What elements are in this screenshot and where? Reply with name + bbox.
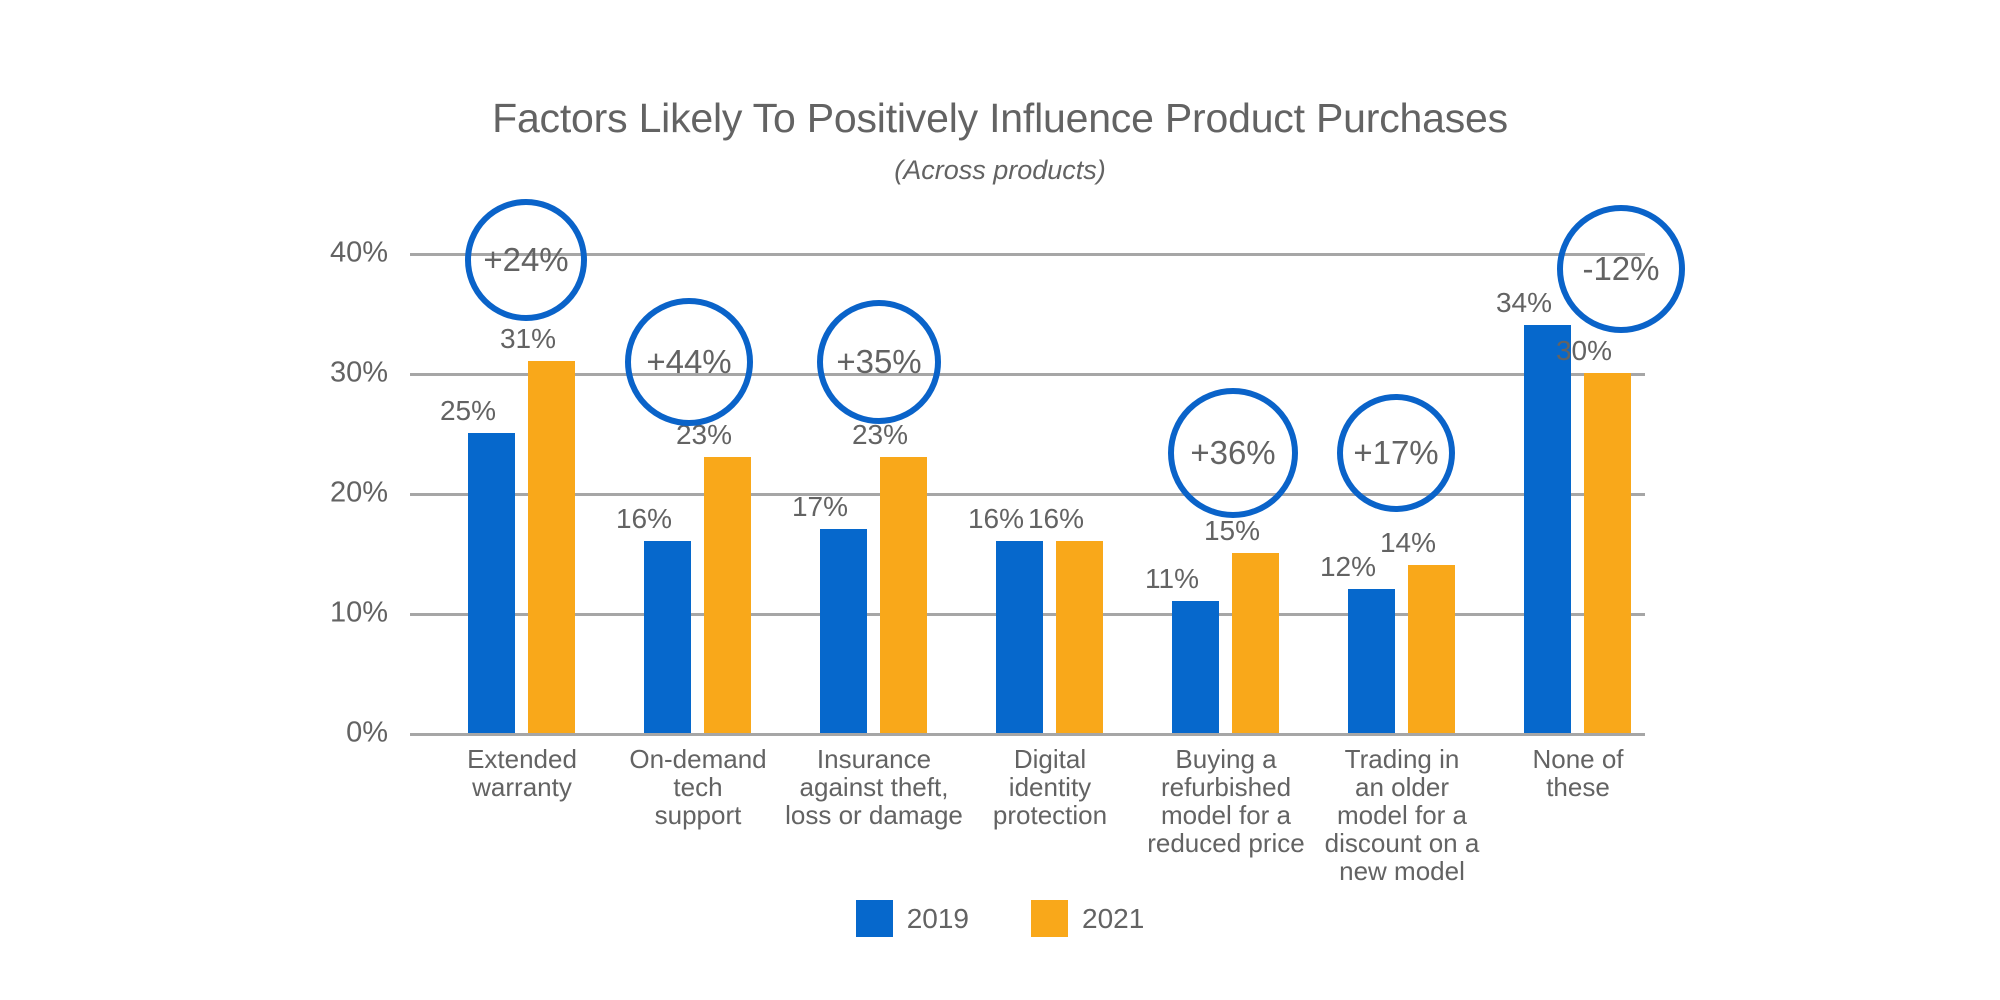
gridline — [410, 373, 1645, 376]
category-label-line: warranty — [472, 772, 572, 802]
bar-2021[interactable] — [528, 361, 575, 733]
bar-2021[interactable] — [1584, 373, 1631, 733]
bar-2021[interactable] — [880, 457, 927, 733]
bar-value-label: 11% — [1145, 563, 1199, 594]
annotation-label: +24% — [483, 241, 569, 278]
category-label-line: Digital — [1013, 744, 1087, 774]
annotation-circle: +17% — [1337, 394, 1455, 512]
bar-2019[interactable] — [996, 541, 1043, 733]
bar-value-label: 14% — [1379, 527, 1437, 558]
category-label-line: protection — [992, 800, 1108, 830]
gridline — [410, 253, 1645, 256]
bar-value-label: 16% — [1027, 503, 1085, 534]
annotation-label: +17% — [1353, 434, 1439, 471]
bar-2021[interactable] — [704, 457, 751, 733]
category-label-line: discount on a — [1324, 828, 1480, 858]
bar-group: 25% 31% — [434, 253, 610, 733]
x-axis-category-label: Extended warranty — [417, 745, 627, 801]
bar-2019[interactable] — [468, 433, 515, 733]
annotation-circle: +24% — [465, 199, 587, 321]
bar-value-label: 25% — [439, 395, 497, 426]
category-label-line: None of — [1532, 744, 1624, 774]
bar-2019[interactable] — [1524, 325, 1571, 733]
bar-value-label: 34% — [1495, 287, 1553, 318]
category-label-line: an older — [1355, 772, 1449, 802]
category-label-line: loss or damage — [785, 800, 963, 830]
bar-value-label: 15% — [1203, 515, 1261, 546]
annotation-circle: +36% — [1168, 388, 1298, 518]
category-label-line: Extended — [467, 744, 577, 774]
bar-group: 17% 23% — [786, 253, 962, 733]
category-label-line: refurbished — [1160, 772, 1292, 802]
bar-group: 16% 16% — [962, 253, 1138, 733]
legend-swatch-2021 — [1031, 900, 1068, 937]
category-label-line: Trading in — [1344, 744, 1460, 774]
bar-value-label: 16% — [615, 503, 673, 534]
bar-value-label: 31% — [499, 323, 557, 354]
legend-item-2021[interactable]: 2021 — [1031, 900, 1144, 937]
bar-group: 11% 15% — [1138, 253, 1314, 733]
legend-label-2021: 2021 — [1082, 902, 1145, 934]
x-axis-category-label: Trading in an older model for a discount on… — [1297, 745, 1507, 885]
bar-value-label: 30% — [1555, 335, 1613, 366]
bar-value-label: 17% — [791, 491, 849, 522]
annotation-label: +35% — [836, 343, 922, 380]
category-label-line: Insurance — [816, 744, 932, 774]
y-axis-tick-label: 20% — [329, 476, 388, 509]
y-axis-tick-label: 40% — [329, 236, 388, 269]
x-axis-category-label: Buying a refurbished model for a reduced pr… — [1121, 745, 1331, 857]
gridline — [410, 493, 1645, 496]
chart-subtitle: (Across products) — [894, 155, 1106, 185]
x-axis-category-label: Insurance against theft, loss or damage — [769, 745, 979, 829]
annotation-label: +36% — [1190, 434, 1276, 471]
annotation-circle: +35% — [817, 300, 941, 424]
annotation-label: +44% — [646, 343, 732, 380]
category-label-line: these — [1546, 772, 1610, 802]
category-label-line: reduced price — [1147, 828, 1305, 858]
gridline — [410, 733, 1645, 736]
category-label-line: against theft, — [799, 772, 949, 802]
category-label-line: model for a — [1336, 800, 1468, 830]
bar-group: 34% 30% — [1490, 253, 1666, 733]
category-label-line: Buying a — [1175, 744, 1277, 774]
bar-2019[interactable] — [820, 529, 867, 733]
annotation-label: -12% — [1582, 250, 1660, 287]
category-label-line: identity — [1008, 772, 1092, 802]
bar-value-label: 16% — [967, 503, 1025, 534]
legend-swatch-2019 — [855, 900, 893, 937]
bar-2021[interactable] — [1056, 541, 1103, 733]
bar-2019[interactable] — [1172, 601, 1219, 733]
chart-title: Factors Likely To Positively Influence P… — [492, 95, 1508, 141]
y-axis-tick-label: 0% — [346, 716, 388, 749]
bar-2019[interactable] — [1348, 589, 1395, 733]
bar-group: 12% 14% — [1314, 253, 1490, 733]
category-label-line: new model — [1339, 856, 1465, 886]
x-axis-category-label: None of these — [1473, 745, 1683, 801]
chart-legend: 2019 2021 — [0, 900, 2000, 937]
y-axis-tick-label: 10% — [329, 596, 388, 629]
annotation-circle: -12% — [1557, 205, 1685, 333]
category-label-line: On-demand — [629, 744, 767, 774]
legend-item-2019[interactable]: 2019 — [855, 900, 969, 937]
bar-2021[interactable] — [1232, 553, 1279, 733]
category-label-line: tech — [673, 772, 723, 802]
bar-value-label: 23% — [851, 419, 909, 450]
bar-2021[interactable] — [1408, 565, 1455, 733]
y-axis-tick-label: 30% — [329, 356, 388, 389]
category-label-line: support — [654, 800, 742, 830]
legend-label-2019: 2019 — [906, 902, 969, 934]
x-axis-category-label: Digital identity protection — [945, 745, 1155, 829]
category-label-line: model for a — [1160, 800, 1292, 830]
bar-2019[interactable] — [644, 541, 691, 733]
bar-value-label: 12% — [1319, 551, 1377, 582]
annotation-circle: +44% — [625, 298, 753, 426]
x-axis-category-label: On-demand tech support — [593, 745, 803, 829]
plot-area: 25% 31% 16% 23% 17% 23% 16% 16% 11% 15% 12% 14% 34% 3… — [410, 203, 1645, 736]
